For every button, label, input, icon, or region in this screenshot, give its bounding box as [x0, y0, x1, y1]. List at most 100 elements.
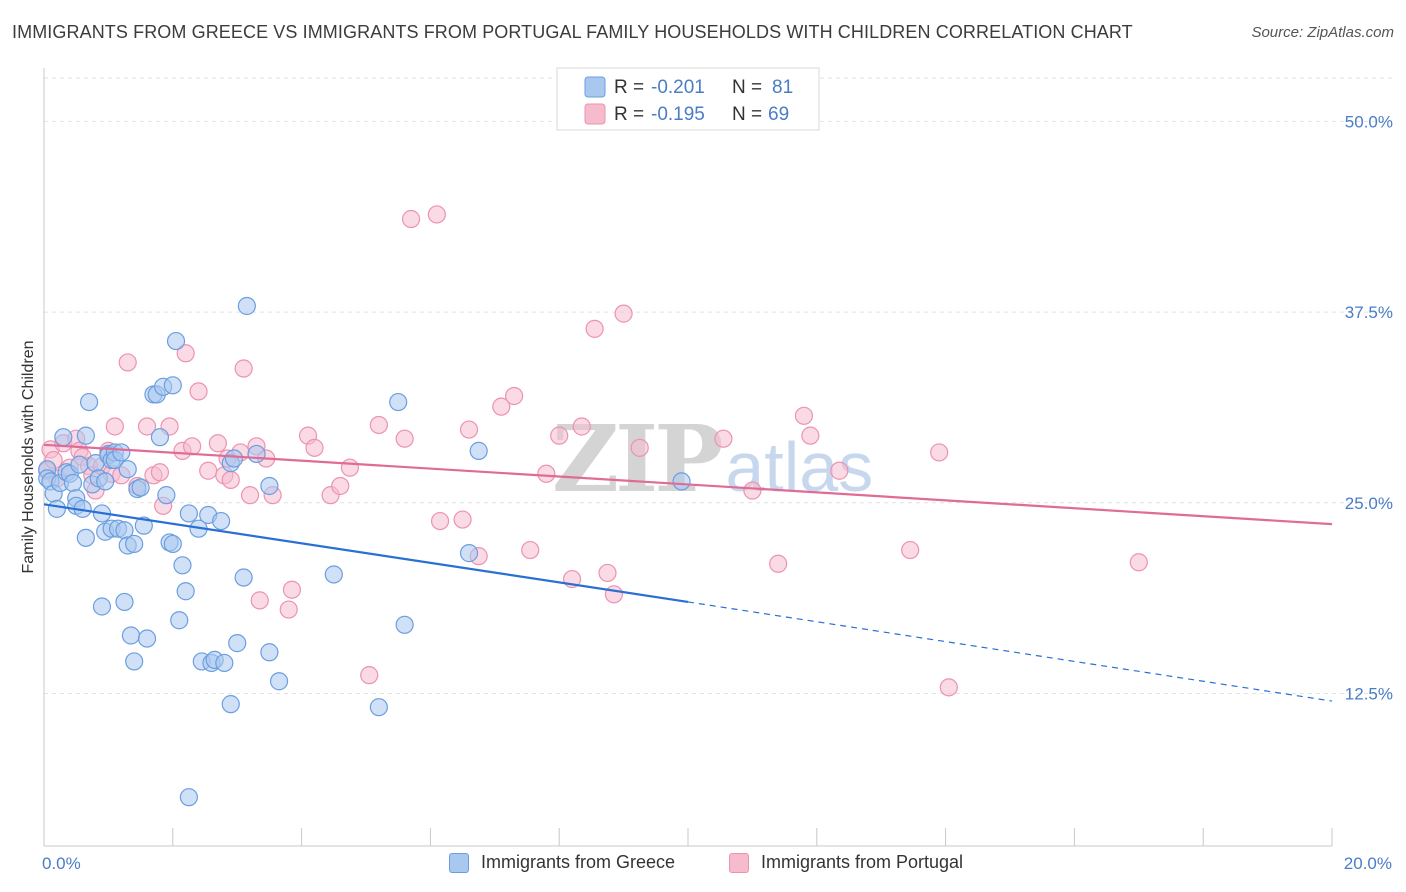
greece-point: [96, 472, 115, 491]
zipatlas-watermark: ZIPatlas: [552, 405, 873, 513]
portugal-point: [369, 415, 388, 435]
portugal-point: [250, 591, 269, 610]
portugal-point: [176, 344, 195, 363]
greece-point: [166, 331, 186, 351]
greece-point: [176, 582, 195, 601]
portugal-point: [769, 554, 788, 573]
legend-portugal-r-label: R =: [614, 104, 644, 125]
portugal-point: [183, 437, 202, 456]
greece-point: [121, 626, 141, 645]
greece-point: [118, 460, 137, 479]
portugal-point: [395, 429, 414, 448]
portugal-point: [930, 443, 949, 462]
greece-point: [269, 672, 289, 691]
portugal-point: [801, 426, 820, 445]
greece-point: [260, 643, 279, 662]
greece-point: [170, 611, 189, 630]
portugal-point: [1129, 553, 1148, 572]
x-tick-label: 0.0%: [42, 854, 81, 873]
greece-trend-extension: [687, 601, 1333, 702]
portugal-trend-line: [43, 443, 1333, 526]
greece-point: [221, 695, 240, 714]
greece-point: [247, 444, 266, 464]
greece-point: [395, 615, 414, 634]
portugal-point: [537, 464, 556, 483]
portugal-point: [240, 486, 260, 505]
bottom-legend-portugal: Immigrants from Portugal: [729, 852, 963, 873]
greece-point: [131, 478, 150, 497]
legend-greece-r-value: -0.201: [651, 77, 705, 98]
y-tick-label: 12.5%: [1345, 684, 1393, 703]
portugal-point: [189, 382, 208, 401]
bottom-legend-portugal-label: Immigrants from Portugal: [761, 852, 964, 872]
legend-greece-r-label: R =: [614, 77, 644, 98]
greece-point: [137, 629, 157, 648]
y-tick-label: 37.5%: [1345, 303, 1393, 322]
portugal-point: [598, 563, 617, 583]
trend-lines: [43, 443, 1333, 702]
greece-point: [54, 428, 73, 447]
y-tick-label: 50.0%: [1345, 112, 1393, 131]
greece-point: [47, 499, 66, 518]
portugal-point: [282, 580, 302, 599]
portugal-point: [521, 540, 540, 560]
greece-point: [163, 376, 182, 395]
portugal-point: [360, 666, 379, 685]
portugal-point: [401, 209, 421, 229]
bottom-legend-greece-label: Immigrants from Greece: [481, 852, 676, 872]
greece-point: [115, 592, 134, 612]
portugal-point: [430, 511, 450, 531]
greece-point: [79, 392, 99, 412]
portugal-point: [614, 304, 633, 323]
series-portugal-points: [38, 205, 1148, 697]
greece-point: [179, 504, 198, 523]
portugal-point: [234, 359, 253, 378]
legend-portugal-swatch: [584, 103, 606, 125]
greece-point: [134, 516, 153, 535]
greece-point: [163, 534, 182, 554]
portugal-point: [453, 510, 472, 529]
greece-point: [469, 441, 488, 460]
legend-greece-swatch: [584, 76, 606, 98]
greece-point: [63, 473, 83, 493]
greece-point: [92, 597, 112, 616]
bottom-legend-greece: Immigrants from Greece: [449, 852, 675, 873]
portugal-point: [105, 417, 124, 436]
legend-portugal-n-label: N =: [732, 104, 762, 125]
portugal-point: [901, 540, 920, 560]
portugal-point: [550, 426, 569, 445]
greece-point: [212, 511, 231, 531]
greece-point: [459, 544, 479, 563]
x-tick-labels: 0.0% 20.0%: [42, 854, 1392, 873]
portugal-point: [743, 481, 762, 500]
portugal-point: [427, 205, 446, 224]
x-tick-label: 20.0%: [1344, 854, 1392, 873]
chart-title: IMMIGRANTS FROM GREECE VS IMMIGRANTS FRO…: [12, 22, 1133, 42]
portugal-point: [279, 600, 298, 619]
greece-point: [369, 698, 388, 717]
legend-greece-n-value: 81: [772, 77, 793, 98]
portugal-point: [572, 417, 591, 436]
portugal-point: [137, 417, 157, 436]
greece-point: [237, 296, 256, 316]
greece-point: [215, 653, 234, 673]
portugal-point: [794, 406, 814, 425]
gridlines: [44, 77, 1392, 694]
greece-point: [157, 486, 176, 505]
portugal-point: [118, 353, 137, 372]
portugal-point: [208, 434, 227, 453]
y-axis-label: Family Households with Children: [20, 341, 37, 574]
greece-point: [260, 476, 279, 496]
y-tick-label: 25.0%: [1345, 494, 1393, 513]
portugal-point: [830, 461, 849, 480]
portugal-point: [714, 429, 733, 448]
greece-point: [125, 652, 144, 671]
x-minor-ticks: [172, 828, 1333, 846]
source-note: Source: ZipAtlas.com: [1251, 24, 1394, 41]
greece-point: [125, 534, 144, 554]
greece-trend-line: [43, 503, 689, 604]
portugal-point: [221, 470, 240, 489]
portugal-point: [331, 476, 350, 496]
greece-point: [70, 455, 89, 474]
